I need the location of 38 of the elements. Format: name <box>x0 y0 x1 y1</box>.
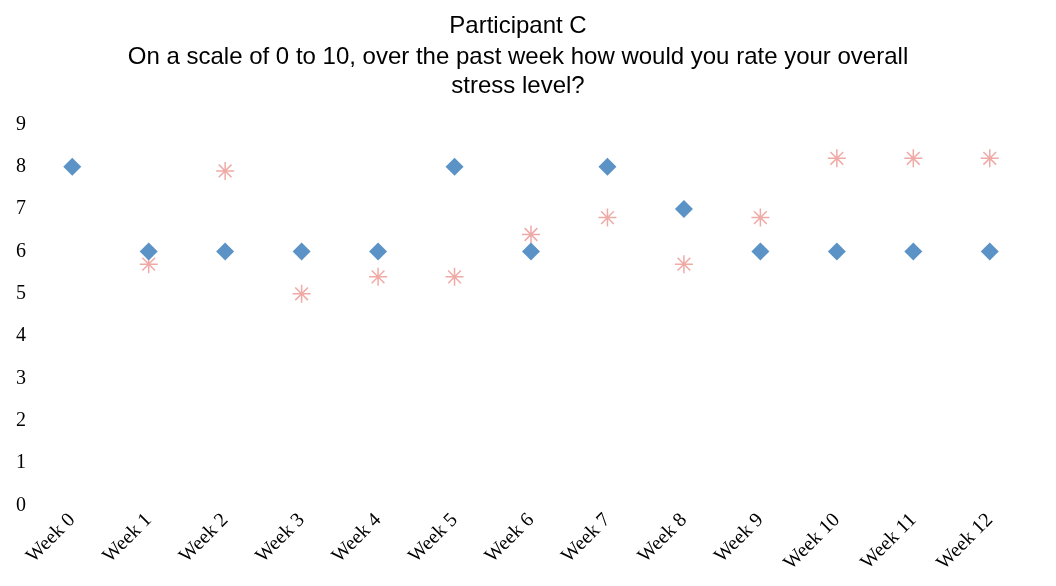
y-tick-label: 7 <box>16 196 26 219</box>
point <box>980 242 999 261</box>
point <box>444 267 465 287</box>
chart-title: Participant C <box>449 11 587 39</box>
point <box>139 242 158 261</box>
point <box>674 254 694 274</box>
point <box>827 148 847 169</box>
y-tick-label: 8 <box>16 154 26 176</box>
y-tick-label: 0 <box>16 492 26 515</box>
point <box>903 148 924 169</box>
point <box>980 148 1000 169</box>
point <box>63 157 82 176</box>
point <box>827 242 846 261</box>
y-tick-label: 6 <box>16 238 26 261</box>
y-tick-label: 3 <box>16 365 26 388</box>
point <box>750 207 771 228</box>
point <box>138 254 159 274</box>
point <box>291 284 312 304</box>
point <box>597 207 618 228</box>
chart-subtitle: On a scale of 0 to 10, over the past week how would you rate your overall stress level? <box>127 41 909 98</box>
point <box>904 242 923 261</box>
point <box>598 157 617 176</box>
y-tick-label: 2 <box>16 408 26 431</box>
point <box>751 242 770 261</box>
x-tick-label: Week 11 <box>855 507 920 573</box>
y-tick-label: 9 <box>16 111 26 134</box>
point <box>522 242 540 261</box>
point <box>216 242 235 261</box>
y-tick-label: 5 <box>16 281 26 304</box>
point <box>521 224 541 245</box>
y-tick-label: 1 <box>16 450 26 473</box>
point <box>369 242 388 261</box>
point <box>445 157 464 176</box>
y-tick-label: 4 <box>16 323 26 346</box>
point <box>368 267 388 287</box>
point <box>292 242 311 261</box>
point <box>674 200 693 219</box>
point <box>215 161 235 181</box>
